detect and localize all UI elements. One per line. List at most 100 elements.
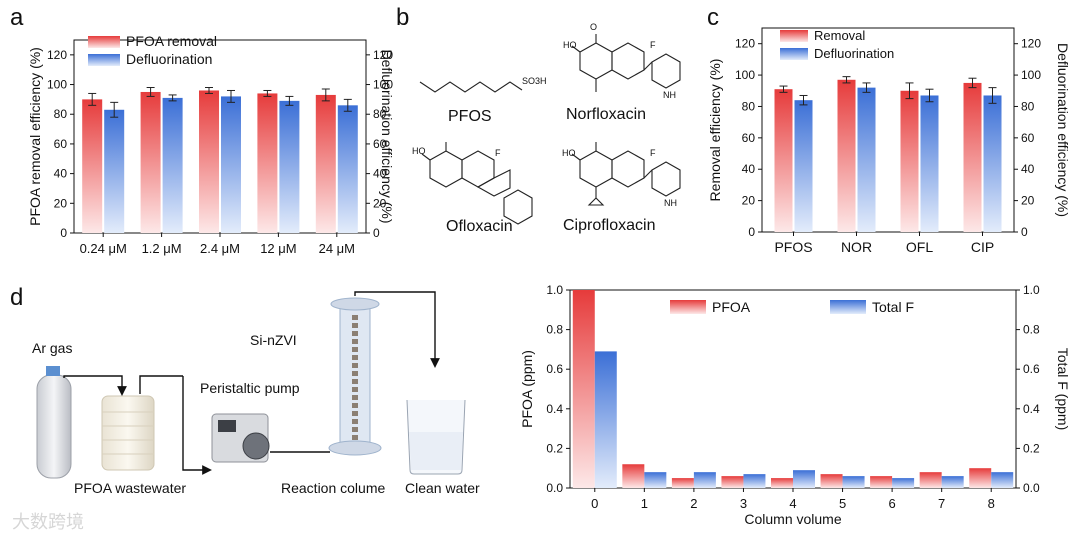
si-nzvi-label: Si-nZVI [250, 332, 297, 348]
bar-total-f [793, 470, 815, 488]
bar-pfoa-removal [140, 91, 161, 233]
atom-o-nor: O [590, 22, 598, 32]
y2-tick-label: 80 [373, 107, 387, 121]
bar-pfoa [572, 290, 595, 488]
bar-pfoa [969, 468, 992, 488]
bar-pfoa [721, 476, 744, 488]
bar-defluorination [162, 97, 183, 234]
bar-total-f [693, 472, 716, 488]
bar-pfoa-removal [82, 99, 103, 233]
chart-c: 0 0 20 20 40 40 60 60 80 80 100 100 120 120 PFOS NOR OFL… [707, 27, 1071, 255]
y-tick-label: 100 [735, 68, 755, 82]
legend-label: Defluorination [814, 46, 894, 61]
pfos-structure [419, 81, 523, 93]
bar-removal [963, 82, 982, 232]
x-tick-label: 6 [888, 496, 895, 511]
y2-tick-label: 0.8 [1023, 323, 1040, 337]
x-tick-label: 1.2 μM [142, 241, 182, 256]
y-tick-label: 40 [742, 162, 756, 176]
y-axis-label: PFOA removal efficiency (%) [27, 47, 43, 226]
x-tick-label: NOR [841, 239, 872, 255]
legend-swatch [670, 300, 706, 314]
y-tick-label: 100 [47, 78, 67, 92]
y2-tick-label: 20 [1021, 194, 1035, 208]
ar-gas-label: Ar gas [32, 340, 73, 356]
bar-total-f [594, 351, 617, 488]
y2-tick-label: 60 [1021, 131, 1035, 145]
y2-tick-label: 0.0 [1023, 481, 1040, 495]
bar-defluorination [857, 87, 876, 232]
y-tick-label: 0 [748, 225, 755, 239]
y-tick-label: 40 [54, 167, 68, 181]
y-tick-label: 0.4 [546, 402, 563, 416]
x-axis-label: Column volume [744, 511, 841, 527]
x-tick-label: CIP [971, 239, 994, 255]
bar-total-f [941, 476, 964, 488]
y2-tick-label: 120 [1021, 37, 1041, 51]
y-tick-label: 80 [742, 99, 756, 113]
bar-defluorination [279, 100, 300, 233]
bar-defluorination [983, 95, 1002, 232]
bar-defluorination [794, 100, 813, 232]
y2-axis-label: Defluorination efficiency (%) [379, 49, 395, 223]
ofloxacin-structure [421, 142, 533, 225]
wastewater-tank [101, 395, 155, 471]
y-tick-label: 60 [742, 131, 756, 145]
peristaltic-pump-label: Peristaltic pump [200, 380, 300, 396]
watermark: 大数跨境 [12, 512, 84, 533]
x-tick-label: 12 μM [260, 241, 296, 256]
pfos-name: PFOS [448, 108, 492, 125]
y-axis-label: PFOA (ppm) [519, 350, 535, 428]
norfloxacin-name: Norfloxacin [566, 106, 647, 123]
y2-tick-label: 120 [373, 48, 393, 62]
legend-swatch [88, 54, 120, 66]
legend-label: Total F [872, 299, 914, 315]
x-tick-label: 0 [591, 496, 598, 511]
y2-tick-label: 0.4 [1023, 402, 1040, 416]
x-tick-label: 0.24 μM [80, 241, 127, 256]
y2-tick-label: 0.6 [1023, 362, 1040, 376]
x-tick-label: 24 μM [319, 241, 355, 256]
bar-defluorination [337, 105, 358, 233]
bar-pfoa [671, 478, 694, 488]
x-tick-label: 8 [988, 496, 995, 511]
y-tick-label: 120 [735, 37, 755, 51]
y2-tick-label: 80 [1021, 99, 1035, 113]
bar-removal [774, 89, 793, 232]
atom-ho-cip: HO [562, 148, 576, 158]
legend-swatch [88, 36, 120, 48]
legend-label: PFOA [712, 299, 751, 315]
legend-label: Defluorination [126, 51, 212, 67]
panel-label-d: d [10, 284, 24, 311]
y-tick-label: 1.0 [546, 283, 563, 297]
x-tick-label: 4 [789, 496, 796, 511]
atom-nh-cip: NH [664, 198, 677, 208]
x-tick-label: 3 [740, 496, 747, 511]
y2-tick-label: 100 [373, 78, 393, 92]
bar-removal [837, 79, 856, 233]
bar-defluorination [221, 96, 241, 234]
y2-tick-label: 100 [1021, 68, 1041, 82]
y2-axis-label: Defluorination efficiency (%) [1055, 43, 1071, 217]
y2-axis-label: Total F (ppm) [1055, 348, 1071, 430]
so3h-group: SO3H [522, 76, 547, 86]
bar-pfoa [919, 472, 942, 488]
x-tick-label: 5 [839, 496, 846, 511]
legend-label: Removal [814, 28, 865, 43]
y2-tick-label: 1.0 [1023, 283, 1040, 297]
y-axis-label: Removal efficiency (%) [707, 59, 723, 202]
panel-label-a: a [10, 4, 24, 31]
bar-removal [900, 90, 919, 233]
panel-label-b: b [396, 4, 410, 31]
bar-pfoa-removal [199, 90, 219, 233]
bar-total-f [644, 472, 667, 488]
atom-f-nor: F [650, 40, 656, 50]
legend-swatch [780, 48, 808, 60]
ciprofloxacin-name: Ciprofloxacin [563, 217, 656, 234]
ar-gas-cylinder [36, 374, 72, 479]
x-tick-label: 1 [641, 496, 648, 511]
legend-swatch [830, 300, 866, 314]
bar-total-f [842, 476, 865, 488]
atom-nh-nor: NH [663, 90, 676, 100]
